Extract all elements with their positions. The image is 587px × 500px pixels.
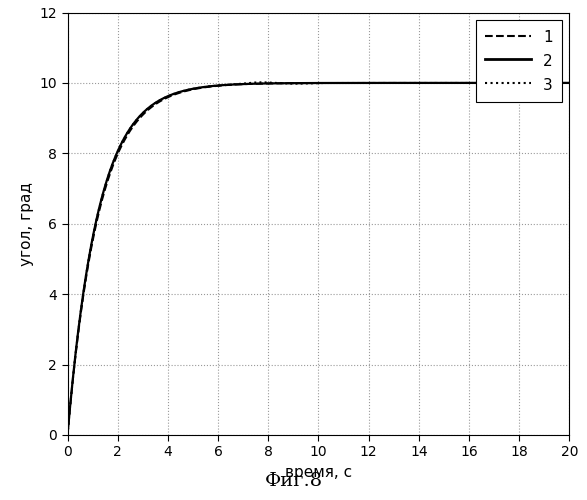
Y-axis label: угол, град: угол, град xyxy=(19,182,34,266)
Legend: 1, 2, 3: 1, 2, 3 xyxy=(475,20,562,102)
X-axis label: время, с: время, с xyxy=(285,465,352,480)
Text: Фиг.8: Фиг.8 xyxy=(264,472,323,490)
